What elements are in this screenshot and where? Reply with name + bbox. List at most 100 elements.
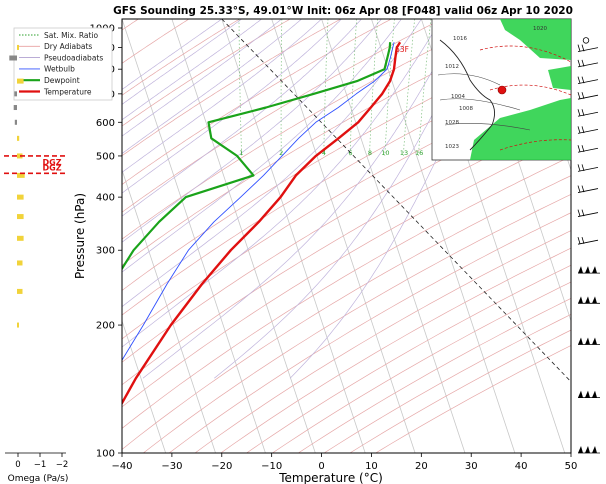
pseudoadiabat-line	[122, 19, 322, 173]
wind-feather	[581, 109, 585, 116]
wind-barb	[577, 209, 599, 217]
isobar-line	[437, 73, 501, 86]
wind-staff	[577, 166, 599, 172]
wind-barb	[577, 109, 599, 117]
inset-map: 1016 1012 1004 1008 1020 1028 1023	[431, 18, 572, 161]
wind-flag	[592, 390, 597, 398]
series-temperature-line	[122, 41, 402, 406]
legend-entry-label: Temperature	[43, 87, 92, 96]
wind-feather	[581, 237, 585, 244]
omega-bar	[14, 119, 17, 125]
wind-flag	[578, 446, 583, 453]
pseudoadiabat-line	[122, 19, 222, 90]
wind-staff	[577, 79, 599, 84]
legend-entry-label: Dry Adiabats	[44, 42, 92, 51]
dry-adiabat-line	[122, 19, 190, 64]
omega-tick-label: −1	[34, 460, 47, 470]
y-tick-label: 100	[96, 449, 115, 460]
omega-bar	[17, 214, 24, 220]
mixing-ratio-line	[238, 19, 242, 156]
omega-bar	[17, 235, 24, 241]
wind-feather	[581, 126, 585, 134]
dry-adiabat-line	[246, 264, 571, 453]
x-tick-label: 10	[365, 461, 378, 472]
omega-bar	[17, 260, 23, 266]
pseudoadiabat-line	[122, 19, 442, 348]
isotherm-line	[321, 19, 466, 453]
wind-flag	[585, 390, 590, 398]
omega-bar	[17, 194, 24, 200]
isotherm-line	[221, 19, 366, 453]
wind-feather	[581, 145, 585, 153]
wind-barb	[577, 185, 599, 193]
y-tick-label: 300	[96, 246, 115, 257]
y-tick-label: 200	[96, 321, 115, 332]
mixing-ratio-line	[402, 19, 415, 156]
x-tick-label: 20	[415, 461, 428, 472]
wind-flag	[592, 296, 597, 304]
wind-feather	[577, 109, 581, 116]
wind-feather	[581, 185, 585, 193]
mixing-ratio-label: 1	[239, 149, 243, 157]
wind-barb	[578, 446, 600, 454]
wind-barb	[577, 44, 599, 52]
wind-barb	[582, 37, 590, 44]
wind-flag	[592, 337, 597, 345]
mixing-ratio-label: 10	[381, 149, 389, 157]
series-dewpoint-line	[122, 42, 392, 271]
dry-adiabat-line	[168, 212, 571, 453]
x-axis-label: Temperature (°C)	[278, 471, 383, 484]
wind-feather	[577, 44, 581, 52]
x-tick-label: 50	[565, 461, 578, 472]
wind-barbs	[577, 37, 600, 454]
y-tick-label: 400	[96, 193, 115, 204]
omega-tick-label: 0	[15, 460, 20, 470]
wind-feather	[581, 76, 585, 84]
omega-bar	[13, 105, 17, 111]
mixing-ratio-line	[280, 19, 283, 156]
isobar-label: 1020	[533, 26, 547, 32]
wind-flag	[578, 266, 583, 274]
omega-bar	[14, 91, 17, 97]
plot-frame	[121, 18, 572, 454]
wind-feather	[581, 59, 585, 67]
dry-adiabat-line	[143, 193, 571, 453]
dry-adiabat-line	[220, 247, 571, 453]
wind-feather	[577, 209, 581, 217]
precip-area-east	[548, 66, 571, 90]
precip-area-north	[500, 19, 571, 60]
wind-staff	[577, 239, 599, 245]
parcel-reference-line	[221, 19, 571, 383]
dry-adiabat-line	[122, 175, 571, 450]
precip-area-south	[470, 98, 571, 160]
wind-feather	[577, 92, 581, 99]
mixing-ratio-label: 16	[415, 149, 423, 157]
dgz-label: DGZ	[42, 163, 61, 172]
wind-barb	[578, 337, 600, 345]
x-tick-label: 0	[318, 461, 324, 472]
surface-temperature-label: 53F	[395, 45, 409, 54]
wind-flag	[578, 296, 583, 304]
legend: Sat. Mix. Ratio Dry Adiabats Pseudoadiabat…	[13, 27, 113, 101]
mixing-ratio-label: 2	[279, 149, 283, 157]
x-tick-label: −40	[111, 461, 132, 472]
isobar-label: 1016	[453, 36, 467, 42]
wind-flag	[585, 446, 590, 453]
wind-staff	[577, 62, 599, 68]
mixing-ratio-label: 8	[368, 149, 372, 157]
y-tick-label: 500	[96, 151, 115, 162]
mixing-ratio-line	[349, 19, 357, 156]
isobar-label: 1004	[451, 94, 465, 100]
omega-bar	[17, 288, 23, 294]
wind-feather	[581, 209, 585, 217]
dry-adiabat-line	[194, 230, 571, 453]
isobar-label: 1012	[445, 64, 459, 70]
dry-adiabat-line	[122, 19, 291, 127]
wind-barb	[577, 59, 599, 68]
thickness-line	[489, 84, 572, 96]
isotherm-line	[371, 19, 516, 453]
wind-barb	[577, 145, 599, 153]
wind-feather	[577, 185, 581, 193]
y-tick-label: 600	[96, 118, 115, 129]
